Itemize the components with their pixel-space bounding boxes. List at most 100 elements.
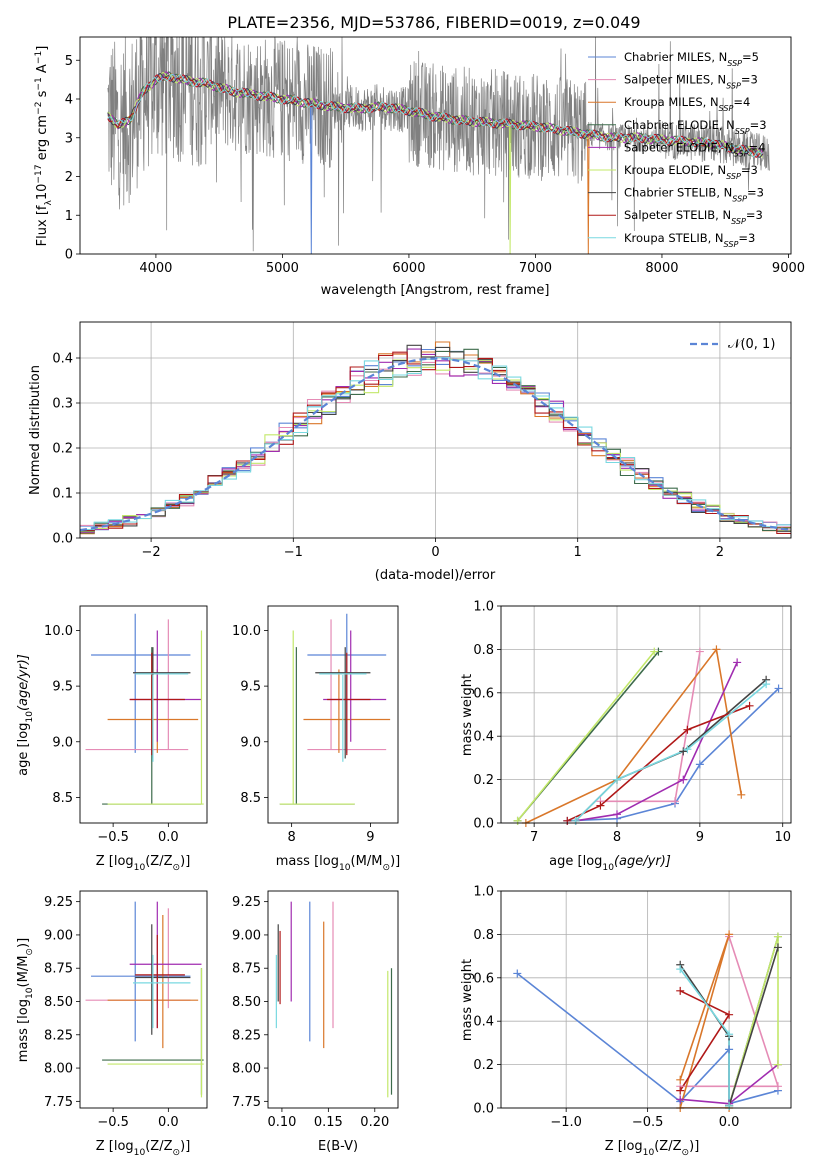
y-axis-label: mass [log10(M/M⊙)] (16, 938, 35, 1062)
series-marker (596, 801, 605, 810)
series-marker (773, 1060, 782, 1069)
x-tick-label: 0 (431, 545, 439, 560)
y-axis-label: Flux [fλ10−17 erg cm−2 s−1 A−1] (34, 46, 54, 247)
series-marker (676, 986, 685, 995)
legend-label: 𝒩(0, 1) (728, 337, 775, 352)
x-tick-label: 2 (716, 545, 724, 560)
x-tick-label: −1.0 (550, 1115, 582, 1130)
y-tick-label: 0.0 (52, 532, 73, 547)
axes-frame (79, 890, 208, 1109)
y-tick-label: 0.6 (473, 686, 494, 701)
x-axis-label: Z [log10(Z/Z⊙)] (96, 1139, 191, 1158)
panel-spectrum: 4000 5000 6000 7000 8000 9000 0 1 2 3 4 5 Chabrier M… (65, 36, 805, 276)
y-tick-label: 8.50 (232, 995, 261, 1010)
plot-area (85, 613, 204, 805)
legend-label: Kroupa ELODIE, NSSP=3 (624, 163, 758, 181)
series-marker (695, 760, 704, 769)
series-marker (676, 1095, 685, 1104)
y-tick-label: 0.0 (473, 1102, 494, 1117)
series-line-salpeter-miles (600, 651, 701, 803)
panel-z-massweight: −1.0 −0.5 0.0 0.0 0.2 0.4 0.6 0.8 1.0 (473, 885, 792, 1130)
series-line-kroupa-elodie (516, 651, 655, 822)
x-axis-label: E(B-V) (318, 1139, 358, 1154)
y-tick-label: 8.25 (44, 1028, 73, 1043)
x-tick-label: 8 (613, 830, 621, 845)
y-tick-label: 7.75 (44, 1095, 73, 1110)
series-marker (712, 645, 721, 654)
legend-label: Chabrier MILES, NSSP=5 (624, 50, 759, 68)
legend-label: Salpeter STELIB, NSSP=3 (624, 208, 763, 226)
y-tick-label: 0.8 (473, 928, 494, 943)
y-tick-label: 0.4 (52, 352, 73, 367)
series-marker (737, 790, 746, 799)
x-tick-label: 0.0 (158, 1115, 179, 1130)
series-line-kroupa-stelib (679, 968, 730, 1106)
y-tick-label: 0.2 (52, 442, 73, 457)
x-tick-label: 1 (574, 545, 582, 560)
x-tick-label: −1 (284, 545, 303, 560)
plot-area (107, 37, 770, 254)
y-axis-label: mass weight (460, 959, 475, 1041)
y-tick-label: 8.75 (232, 962, 261, 977)
y-tick-label: 8.00 (232, 1062, 261, 1077)
y-tick-label: 0.4 (473, 730, 494, 745)
panel-residuals: −2 −1 0 1 2 0.0 0.1 0.2 0.3 0.4 𝒩(0, 1) (52, 321, 792, 560)
x-tick-label: 9 (696, 830, 704, 845)
legend-label: Kroupa STELIB, NSSP=3 (624, 231, 755, 249)
y-tick-label: 9.00 (44, 928, 73, 943)
y-tick-label: 0.0 (473, 817, 494, 832)
series-marker (725, 930, 734, 939)
y-tick-label: 0.4 (473, 1015, 494, 1030)
series-marker (683, 725, 692, 734)
plot-area (80, 341, 791, 535)
series-marker (773, 932, 782, 941)
legend-label: Kroupa MILES, NSSP=4 (624, 95, 750, 113)
y-tick-label: 8.5 (52, 791, 73, 806)
series-marker (613, 775, 621, 784)
plot-area (85, 901, 204, 1098)
y-tick-label: 8.75 (44, 962, 73, 977)
axes-frame (79, 321, 792, 539)
x-axis-label: Z [log10(Z/Z⊙)] (96, 854, 191, 873)
x-tick-label: 0.20 (360, 1115, 389, 1130)
series-marker (725, 1010, 734, 1019)
series-marker (650, 647, 659, 656)
series-marker (513, 816, 522, 825)
axes-frame (500, 605, 792, 824)
x-tick-label: 7000 (519, 261, 552, 276)
axes-frame (500, 890, 792, 1109)
figure-title: PLATE=2356, MJD=53786, FIBERID=0019, z=0… (227, 13, 640, 32)
series-marker (725, 1045, 734, 1054)
series-marker (679, 775, 688, 784)
y-tick-label: 0.1 (52, 487, 73, 502)
x-axis-label: wavelength [Angstrom, rest frame] (321, 283, 550, 298)
series-marker (671, 797, 679, 806)
x-tick-label: 8 (287, 830, 295, 845)
axes-frame (79, 36, 792, 255)
y-tick-label: 1 (65, 209, 73, 224)
plot-area (275, 901, 393, 1098)
x-tick-label: 9000 (772, 261, 805, 276)
x-tick-label: 6000 (392, 261, 425, 276)
y-axis-label: mass weight (460, 674, 475, 756)
series-marker (676, 1086, 685, 1095)
series-marker (745, 701, 754, 710)
panel-ebv-mass: 0.10 0.15 0.20 7.75 8.00 8.25 8.50 8.75 9.00 9.25 (232, 890, 399, 1130)
model-line-kroupa-stelib (107, 73, 764, 158)
x-tick-label: −0.5 (97, 1115, 129, 1130)
series-marker (774, 684, 783, 693)
y-tick-label: 0.8 (473, 643, 494, 658)
y-tick-label: 9.0 (240, 735, 261, 750)
x-axis-label: mass [log10(M/M⊙)] (276, 854, 400, 873)
x-axis-label: Z [log10(Z/Z⊙)] (605, 1139, 700, 1158)
y-tick-label: 9.25 (232, 895, 261, 910)
series-marker (676, 965, 685, 974)
series-line-kroupa-miles (525, 647, 743, 823)
y-tick-label: 9.0 (52, 735, 73, 750)
y-tick-label: 0.2 (473, 1058, 494, 1073)
series-marker (695, 647, 704, 656)
x-tick-label: 0.10 (267, 1115, 296, 1130)
y-tick-label: 5 (65, 54, 73, 69)
series-marker (725, 1030, 734, 1039)
